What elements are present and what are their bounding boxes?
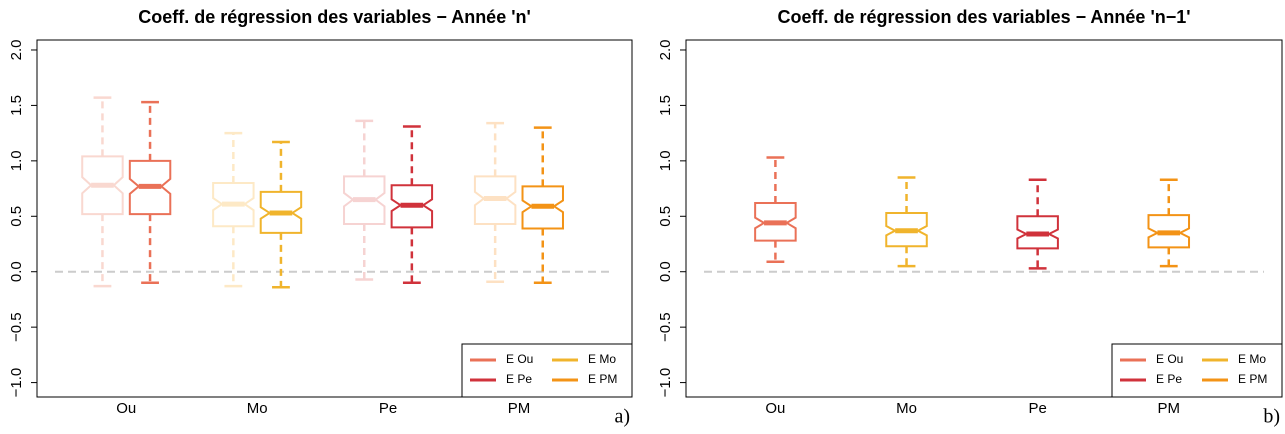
- legend-label: E PM: [588, 372, 617, 386]
- y-tick-label: 0.5: [657, 206, 674, 227]
- legend-label: E Pe: [1156, 372, 1182, 386]
- x-tick-label: PM: [508, 400, 531, 417]
- y-tick-label: −1.0: [657, 368, 674, 398]
- legend-label: E Pe: [506, 372, 532, 386]
- legend-label: E PM: [1238, 372, 1267, 386]
- y-tick-label: 0.5: [8, 206, 25, 227]
- y-tick-label: 1.5: [8, 95, 25, 116]
- y-tick-label: −0.5: [8, 312, 25, 342]
- plot-frame: [685, 39, 1283, 398]
- legend-label: E Mo: [588, 352, 616, 366]
- x-tick-label: PM: [1158, 400, 1181, 417]
- chart-title: Coeff. de régression des variables − Ann…: [138, 7, 531, 27]
- legend-frame: [1111, 343, 1283, 398]
- y-tick-label: −1.0: [8, 368, 25, 398]
- y-tick-label: 0.0: [657, 261, 674, 282]
- y-tick-label: 1.5: [657, 95, 674, 116]
- panel-label: a): [614, 406, 630, 428]
- legend-label: E Ou: [506, 352, 533, 366]
- plot-frame: [36, 39, 633, 398]
- x-tick-label: Ou: [765, 400, 785, 417]
- y-tick-label: 0.0: [8, 261, 25, 282]
- x-tick-label: Mo: [896, 400, 917, 417]
- x-tick-label: Pe: [379, 400, 397, 417]
- x-tick-label: Mo: [247, 400, 268, 417]
- y-tick-label: 2.0: [657, 40, 674, 61]
- chart-title: Coeff. de régression des variables − Ann…: [777, 7, 1190, 27]
- y-tick-label: −0.5: [657, 312, 674, 342]
- x-tick-label: Pe: [1028, 400, 1046, 417]
- y-tick-label: 1.0: [657, 150, 674, 171]
- y-tick-label: 2.0: [8, 40, 25, 61]
- legend-label: E Ou: [1156, 352, 1183, 366]
- legend-frame: [461, 343, 633, 398]
- x-tick-label: Ou: [116, 400, 136, 417]
- legend-label: E Mo: [1238, 352, 1266, 366]
- y-tick-label: 1.0: [8, 150, 25, 171]
- panel-label: b): [1263, 406, 1280, 428]
